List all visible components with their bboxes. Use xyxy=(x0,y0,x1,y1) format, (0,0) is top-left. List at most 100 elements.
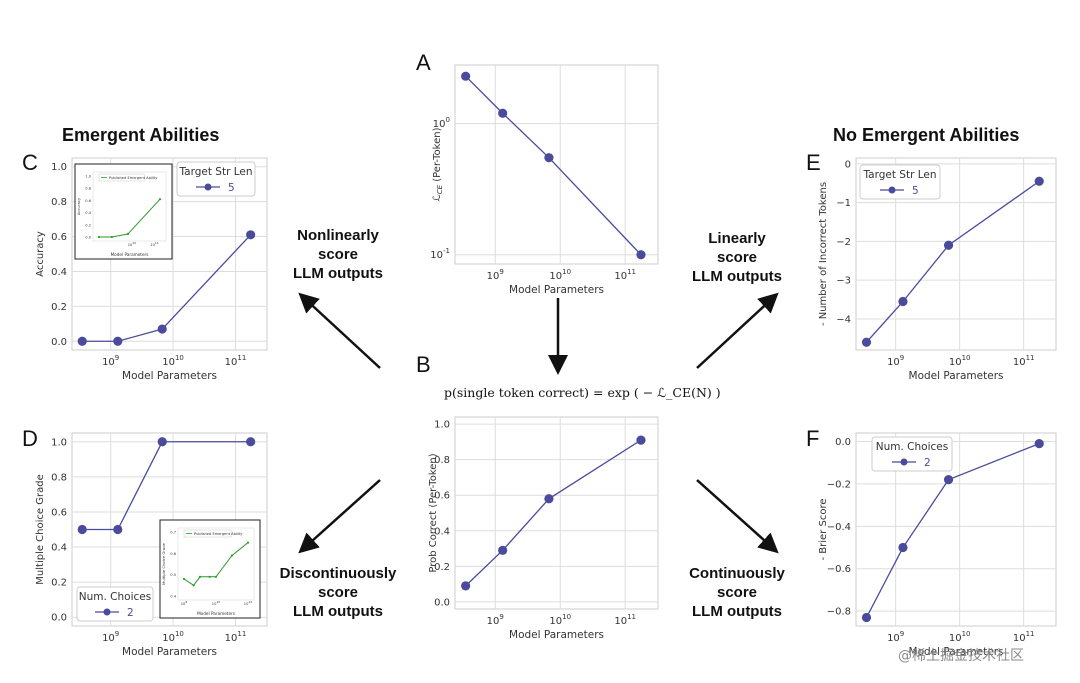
data-point xyxy=(113,524,123,535)
panel-letter-a: A xyxy=(416,50,431,75)
legend: Num. Choices 2 xyxy=(871,436,953,472)
inset-data-point xyxy=(97,235,101,239)
y-tick-label: −0.8 xyxy=(827,607,851,618)
inset-x-tick: 108 xyxy=(181,600,188,606)
data-point xyxy=(898,296,908,307)
inset-data-point xyxy=(230,554,234,557)
x-tick-label: 1010 xyxy=(162,354,184,368)
data-point xyxy=(157,324,167,334)
x-tick-label: 1011 xyxy=(614,613,636,627)
data-point xyxy=(861,612,872,623)
x-tick-label: 109 xyxy=(887,630,904,644)
y-tick-label: −2 xyxy=(836,237,851,248)
x-tick-label: 109 xyxy=(487,613,504,627)
legend-title: Num. Choices xyxy=(79,591,151,603)
x-tick-label: 109 xyxy=(102,354,119,368)
inset-y-tick: 0.8 xyxy=(85,187,91,191)
y-tick-label: 0.4 xyxy=(434,526,450,537)
inset-chart: 0.0 0.2 0.4 0.6 0.8 1.0 1010 1011 Published Emer… xyxy=(74,163,173,260)
data-point xyxy=(157,437,167,447)
inset-data-point xyxy=(214,575,218,578)
inset-y-tick: 0.7 xyxy=(170,531,176,535)
caption-discontinuous: Discontinuously score LLM outputs xyxy=(279,565,397,620)
arrow-to-c xyxy=(298,292,381,369)
data-point xyxy=(943,475,954,485)
series-line xyxy=(465,439,642,587)
y-tick-label: 0.2 xyxy=(434,562,450,573)
inset-y-tick: 0.4 xyxy=(170,595,176,599)
legend: Num. Choices 2 xyxy=(76,586,154,622)
y-tick-label: 0.0 xyxy=(434,597,450,608)
data-point xyxy=(113,336,123,346)
series-line xyxy=(865,443,1040,618)
inset-y-tick: 0.2 xyxy=(85,223,91,227)
y-tick-label: 0.8 xyxy=(51,197,67,208)
legend-title: Target Str Len xyxy=(178,166,252,178)
data-point xyxy=(1034,439,1044,449)
x-axis-label: Model Parameters xyxy=(509,629,604,640)
legend-marker xyxy=(103,608,111,616)
y-tick-label: 0.6 xyxy=(51,507,67,518)
legend-title: Target Str Len xyxy=(862,169,936,181)
y-tick-label: 0.0 xyxy=(51,613,67,624)
y-axis-label: Accuracy xyxy=(35,231,46,277)
inset-data-point xyxy=(126,232,130,236)
panel-letter-b: B xyxy=(416,352,431,377)
panel-letter-c: C xyxy=(22,150,38,175)
y-tick-label: 100 xyxy=(433,116,450,130)
x-axis-label: Model Parameters xyxy=(509,284,604,295)
plot-area xyxy=(454,416,659,610)
x-tick-label: 1010 xyxy=(549,268,571,282)
y-tick-label: 0.6 xyxy=(434,491,450,502)
inset-x-tick: 1012 xyxy=(244,600,252,606)
y-tick-label: 0.0 xyxy=(835,437,851,448)
legend-label: 2 xyxy=(924,457,931,469)
chart-panel-a: 109 1010 1011 100 10-1 Model Parameters ℒCE (P… xyxy=(430,64,659,295)
legend-marker xyxy=(888,186,896,194)
legend: Target Str Len 5 xyxy=(859,164,941,200)
formula: p(single token correct) = exp ( − ℒ_CE(N… xyxy=(444,385,721,400)
data-point xyxy=(861,337,872,347)
legend-label: 5 xyxy=(228,182,235,194)
x-tick-label: 1010 xyxy=(162,630,184,644)
y-tick-label: −3 xyxy=(836,276,851,287)
y-tick-label: 0.8 xyxy=(434,455,450,466)
no-emergent-abilities-heading: No Emergent Abilities xyxy=(833,125,1020,145)
data-point xyxy=(246,437,256,447)
legend-label: 2 xyxy=(127,607,134,619)
caption-continuous: Continuously score LLM outputs xyxy=(689,565,785,620)
y-axis-label: Multiple Choice Grade xyxy=(35,474,46,584)
x-axis-label: Model Parameters xyxy=(909,646,1004,658)
inset-y-tick: 0.6 xyxy=(170,552,176,556)
inset-y-axis-label: Multiple Choice Grade xyxy=(161,542,166,585)
series-line xyxy=(82,234,252,342)
panel-letter-f: F xyxy=(806,426,820,451)
inset-x-tick: 1010 xyxy=(212,600,220,606)
data-point xyxy=(246,230,256,240)
x-axis-label: Model Parameters xyxy=(909,370,1004,382)
y-tick-label: 1.0 xyxy=(51,162,67,173)
inset-y-axis-label: Accuracy xyxy=(76,197,81,215)
y-tick-label: 0.8 xyxy=(51,472,67,483)
y-tick-label: −0.4 xyxy=(827,522,851,533)
inset-plot-area xyxy=(177,527,255,601)
x-tick-label: 1011 xyxy=(225,354,247,368)
inset-legend-label: Published Emergent Ability xyxy=(194,532,243,536)
x-tick-label: 1011 xyxy=(1013,354,1035,368)
data-point xyxy=(544,494,554,504)
data-point xyxy=(636,250,646,260)
data-point xyxy=(1034,176,1044,186)
inset-legend-label: Published Emergent Ability xyxy=(109,176,158,180)
y-tick-label: 0 xyxy=(845,159,851,170)
y-tick-label: 0.2 xyxy=(51,578,67,589)
x-axis-label: Model Parameters xyxy=(122,370,217,382)
inset-y-tick: 0.5 xyxy=(170,573,176,577)
inset-data-point xyxy=(246,541,250,544)
x-tick-label: 109 xyxy=(887,354,904,368)
emergent-abilities-heading: Emergent Abilities xyxy=(62,125,220,145)
data-point xyxy=(943,240,954,250)
x-tick-label: 1011 xyxy=(614,268,636,282)
inset-y-tick: 0.6 xyxy=(85,199,91,203)
data-point xyxy=(77,336,87,346)
series-line xyxy=(465,75,642,256)
